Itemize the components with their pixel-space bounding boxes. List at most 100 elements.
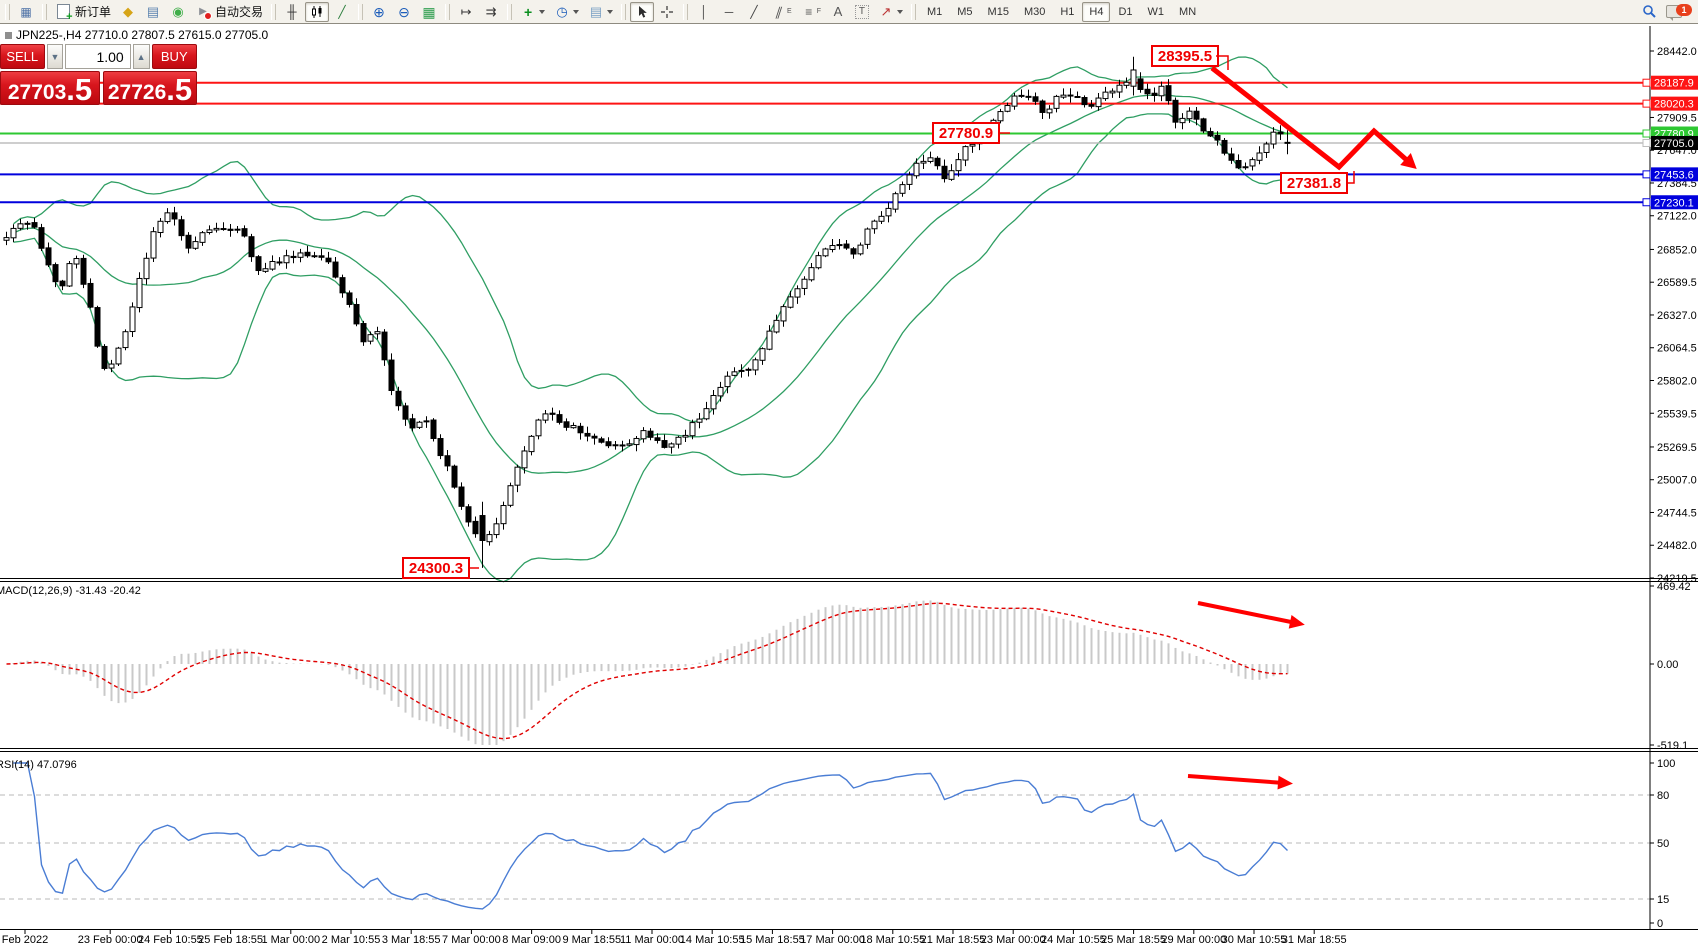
tile-windows-icon: ▦: [422, 3, 436, 20]
svg-text:26064.5: 26064.5: [1657, 343, 1697, 355]
search-button[interactable]: [1637, 2, 1661, 22]
timeframe-M30[interactable]: M30: [1023, 5, 1046, 18]
svg-text:26327.0: 26327.0: [1657, 310, 1697, 322]
svg-text:100: 100: [1657, 758, 1675, 770]
svg-text:25802.0: 25802.0: [1657, 375, 1697, 387]
signal-button[interactable]: ◉: [166, 2, 190, 22]
gold-ingot-button[interactable]: ◆: [116, 2, 140, 22]
template-icon: ▤: [589, 4, 603, 19]
svg-text:15 Mar 18:55: 15 Mar 18:55: [740, 934, 805, 946]
line-chart-button[interactable]: ╱: [330, 2, 354, 22]
terminal-button[interactable]: ▤: [141, 2, 165, 22]
vertical-line-button[interactable]: │: [692, 2, 716, 22]
crosshair-button[interactable]: [655, 2, 679, 22]
price-annotations[interactable]: 28395.5 27780.9 27381.8 24300.3: [402, 45, 1355, 579]
volume-input[interactable]: 1.00: [65, 44, 131, 69]
svg-text:0.00: 0.00: [1657, 659, 1678, 671]
svg-text:28442.0: 28442.0: [1657, 46, 1697, 58]
notification-badge: 1: [1676, 3, 1692, 16]
svg-text:11 Mar 00:00: 11 Mar 00:00: [620, 934, 684, 946]
timeframe-W1[interactable]: W1: [1147, 5, 1165, 18]
price-axis[interactable]: 28442.027909.527647.027384.527122.026852…: [0, 26, 1698, 930]
toolbar-grip: [42, 3, 47, 20]
svg-text:27780.9: 27780.9: [939, 125, 993, 142]
timeframe-D1[interactable]: D1: [1118, 5, 1133, 18]
svg-text:27230.1: 27230.1: [1654, 197, 1694, 209]
svg-text:24 Feb 10:55: 24 Feb 10:55: [138, 934, 203, 946]
cursor-icon: [634, 4, 650, 20]
trendline-button[interactable]: ╱: [742, 2, 766, 22]
timeframe-MN[interactable]: MN: [1179, 5, 1197, 18]
svg-text:27909.5: 27909.5: [1657, 112, 1697, 124]
chevron-down-icon: [573, 9, 580, 14]
macd-label: MACD(12,26,9) -31.43 -20.42: [0, 585, 141, 597]
rsi-panel: [0, 762, 1650, 910]
arrows-button[interactable]: ↗: [874, 2, 907, 22]
trend-arrows[interactable]: [1187, 66, 1417, 790]
buy-price[interactable]: 27726.5: [103, 71, 197, 105]
templates-button[interactable]: ▤: [584, 2, 617, 22]
timeframe-M5[interactable]: M5: [957, 5, 973, 18]
timeframe-H4[interactable]: H4: [1082, 1, 1111, 22]
svg-text:-519.1: -519.1: [1657, 740, 1688, 752]
chart-window-button[interactable]: ▦: [14, 2, 38, 22]
text-button[interactable]: A: [826, 2, 850, 22]
one-click-trading-panel: SELL ▼ 1.00 ▲ BUY 27703.5 27726.5: [0, 44, 198, 105]
text-label-button[interactable]: T: [851, 2, 873, 22]
text-icon: A: [833, 4, 843, 19]
auto-trading-button[interactable]: ▶ 自动交易: [191, 2, 267, 22]
bar-chart-button[interactable]: ╫: [280, 2, 304, 22]
symbol-ohlc-text: JPN225-,H4 27710.0 27807.5 27615.0 27705…: [16, 28, 269, 42]
candlestick-chart-button[interactable]: [305, 1, 330, 22]
chart-shift-button[interactable]: ⇉: [479, 2, 503, 22]
horizontal-line-button[interactable]: ─: [717, 2, 741, 22]
indicators-icon: +: [523, 3, 533, 20]
svg-text:28187.9: 28187.9: [1654, 78, 1694, 90]
timeframe-M15[interactable]: M15: [987, 5, 1009, 18]
svg-text:25269.5: 25269.5: [1657, 442, 1697, 454]
svg-text:25 Mar 18:55: 25 Mar 18:55: [1101, 934, 1166, 946]
toolbar-separator: [445, 3, 451, 20]
chevron-down-icon: [607, 9, 614, 14]
new-order-icon: [55, 4, 73, 23]
zoom-in-button[interactable]: ⊕: [367, 2, 391, 22]
volume-decrease-button[interactable]: ▼: [46, 44, 64, 69]
svg-text:15: 15: [1657, 894, 1669, 906]
crosshair-icon: [659, 4, 675, 20]
new-order-button[interactable]: 新订单: [51, 2, 115, 23]
timeframe-H1[interactable]: H1: [1060, 5, 1075, 18]
svg-text:17 Mar 00:00: 17 Mar 00:00: [800, 934, 865, 946]
zoom-out-button[interactable]: ⊖: [392, 2, 416, 22]
tile-windows-button[interactable]: ▦: [417, 2, 441, 22]
svg-text:24482.0: 24482.0: [1657, 540, 1697, 552]
chevron-down-icon: [896, 9, 903, 14]
svg-text:18 Mar 10:55: 18 Mar 10:55: [860, 934, 925, 946]
zoom-in-icon: ⊕: [373, 3, 385, 20]
search-icon: [1641, 4, 1657, 20]
svg-text:9 Mar 18:55: 9 Mar 18:55: [562, 934, 621, 946]
fibonacci-button[interactable]: ≡ F: [797, 2, 825, 22]
toolbar-separator: [910, 3, 916, 20]
sell-price[interactable]: 27703.5: [0, 71, 100, 105]
timeframe-group: M1 M5 M15 M30 H1 H4 D1 W1 MN: [920, 1, 1203, 22]
svg-text:24219.5: 24219.5: [1657, 573, 1697, 585]
periods-button[interactable]: ◷: [550, 2, 583, 22]
volume-increase-button[interactable]: ▲: [132, 44, 150, 69]
toolbar-separator: [358, 3, 364, 20]
cursor-button[interactable]: [630, 1, 655, 22]
chevron-down-icon: [539, 9, 546, 14]
auto-scroll-button[interactable]: ↦: [454, 2, 478, 22]
svg-text:31 Mar 18:55: 31 Mar 18:55: [1282, 934, 1347, 946]
buy-button[interactable]: BUY: [151, 44, 198, 69]
indicators-button[interactable]: +: [516, 2, 549, 22]
timeframe-M1[interactable]: M1: [926, 5, 943, 18]
notifications-button[interactable]: 1: [1662, 2, 1692, 22]
svg-text:25539.5: 25539.5: [1657, 408, 1697, 420]
sell-button[interactable]: SELL: [0, 44, 45, 69]
toolbar-separator: [621, 3, 627, 20]
svg-text:27381.8: 27381.8: [1287, 175, 1341, 192]
channel-button[interactable]: ∥ E: [767, 2, 796, 22]
toolbar-separator: [271, 3, 277, 20]
